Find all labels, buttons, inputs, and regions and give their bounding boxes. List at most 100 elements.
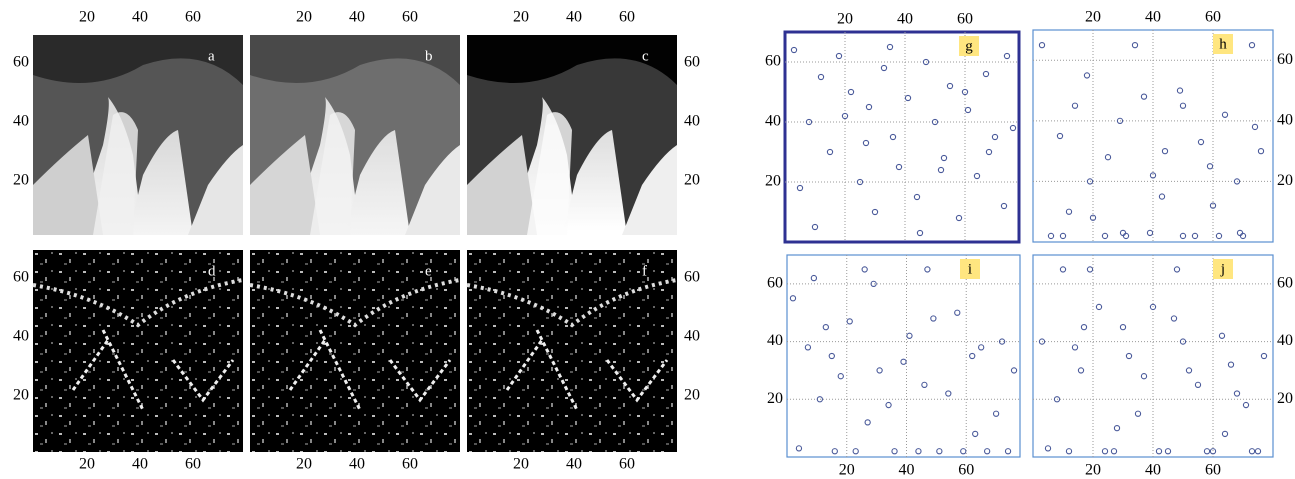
y-tick-label: 40 — [1277, 332, 1293, 349]
point — [1218, 332, 1226, 339]
point — [1059, 266, 1067, 273]
y-tick-label: 20 — [1277, 390, 1293, 407]
point — [982, 70, 990, 78]
point — [864, 419, 871, 426]
point — [973, 172, 981, 180]
x-tick-label: 20 — [296, 9, 312, 26]
point — [790, 46, 798, 54]
point — [1197, 138, 1205, 146]
point — [1146, 229, 1154, 237]
point — [978, 344, 985, 351]
x-tick-label: 20 — [1085, 462, 1101, 479]
y-tick-label: 60 — [765, 53, 781, 70]
x-tick-label: 60 — [619, 9, 635, 26]
point — [964, 106, 972, 114]
point — [1164, 448, 1172, 455]
point — [936, 448, 943, 455]
point — [1047, 232, 1055, 240]
point — [1004, 448, 1012, 455]
point — [1248, 41, 1256, 49]
point — [856, 178, 864, 186]
x-tick-label: 20 — [513, 456, 529, 473]
point — [816, 396, 824, 403]
label-box — [1213, 259, 1233, 279]
x-tick-label: 60 — [957, 11, 973, 28]
y-tick-label: 20 — [13, 387, 29, 404]
point — [1233, 178, 1241, 185]
point — [895, 163, 903, 171]
point — [1236, 229, 1244, 237]
point — [1158, 193, 1166, 200]
point — [1239, 232, 1247, 240]
x-tick-label: 20 — [513, 9, 529, 26]
point — [1140, 373, 1148, 380]
panel-frame — [786, 254, 1021, 458]
y-tick-label: 60 — [13, 54, 29, 71]
point — [804, 344, 812, 351]
y-tick-label: 40 — [684, 113, 700, 130]
point — [1089, 214, 1097, 221]
panel-frame — [783, 30, 1021, 244]
point — [861, 266, 868, 273]
point — [841, 112, 849, 120]
point — [1095, 303, 1103, 311]
x-tick-label: 60 — [619, 456, 635, 473]
point — [1215, 232, 1223, 240]
y-tick-label: 60 — [1277, 51, 1293, 68]
x-tick-label: 60 — [185, 456, 201, 473]
y-tick-label: 20 — [765, 173, 781, 190]
point — [1209, 448, 1217, 455]
point — [1065, 448, 1073, 455]
point — [1194, 381, 1202, 389]
y-tick-label: 40 — [13, 113, 29, 130]
point — [906, 332, 913, 339]
y-tick-label: 60 — [1277, 275, 1293, 292]
label-box — [959, 36, 979, 56]
y-tick-label: 20 — [684, 172, 700, 189]
point — [1000, 202, 1008, 210]
point — [1010, 367, 1018, 374]
point — [1071, 102, 1079, 109]
point — [1071, 344, 1079, 351]
x-tick-label: 40 — [566, 9, 582, 26]
point — [837, 373, 844, 380]
point — [865, 103, 873, 111]
point — [835, 52, 843, 60]
point — [1119, 229, 1127, 237]
point — [1086, 178, 1094, 185]
point — [1110, 448, 1118, 455]
x-tick-label: 20 — [839, 462, 855, 479]
point — [828, 352, 835, 360]
point — [1179, 232, 1187, 240]
point — [983, 448, 991, 455]
point — [1053, 396, 1061, 403]
point — [960, 448, 967, 455]
point — [915, 448, 922, 455]
x-tick-label: 40 — [349, 9, 365, 26]
point — [822, 323, 829, 331]
point — [1203, 448, 1211, 455]
y-tick-label: 60 — [13, 269, 29, 286]
x-tick-label: 60 — [402, 456, 418, 473]
point — [1191, 232, 1199, 240]
point — [913, 193, 921, 201]
point — [946, 82, 954, 90]
point — [1125, 352, 1133, 360]
point — [1185, 367, 1193, 374]
point — [1131, 41, 1139, 49]
panel-label: c — [642, 48, 649, 64]
point — [852, 448, 859, 455]
point — [1254, 448, 1262, 455]
point — [796, 184, 804, 192]
point — [940, 154, 948, 162]
y-tick-label: 40 — [684, 328, 700, 345]
point — [972, 430, 979, 438]
point — [1056, 132, 1064, 140]
y-tick-label: 40 — [1277, 112, 1293, 129]
point — [1119, 323, 1127, 331]
point — [1134, 410, 1142, 417]
point — [900, 358, 907, 365]
x-tick-label: 20 — [296, 456, 312, 473]
image-panel — [31, 35, 679, 454]
